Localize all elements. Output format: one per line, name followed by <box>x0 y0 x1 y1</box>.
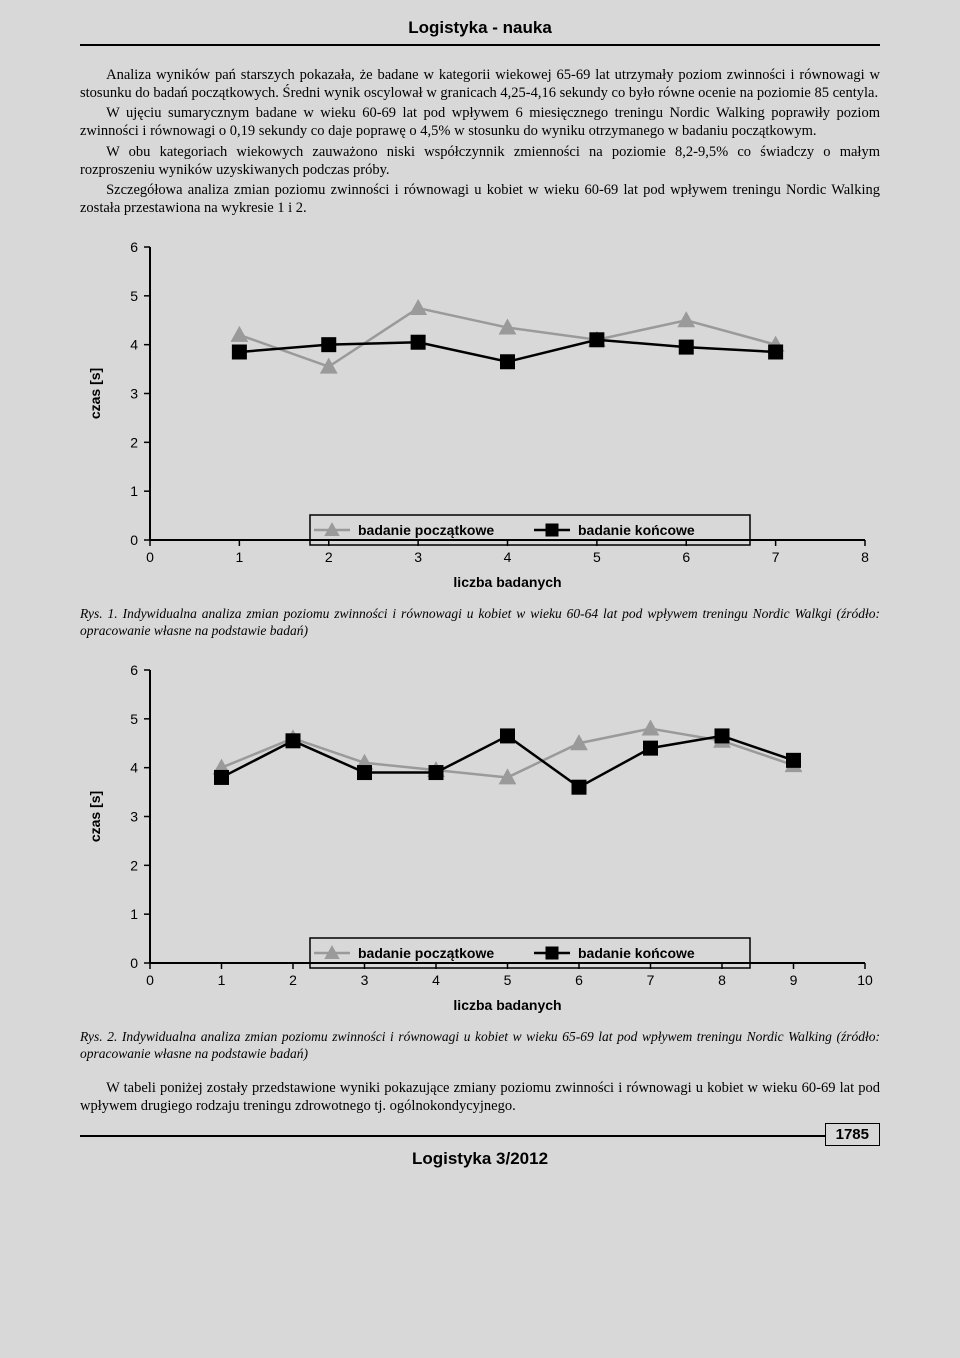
svg-text:6: 6 <box>682 549 690 565</box>
header-rule <box>80 44 880 46</box>
footer-rule <box>80 1135 880 1137</box>
svg-text:6: 6 <box>130 239 138 255</box>
footer-row: 1785 Logistyka 3/2012 <box>80 1143 880 1183</box>
svg-text:liczba badanych: liczba badanych <box>453 574 561 590</box>
chart-1-wrap: 0 1 2 3 4 5 6 0 1 2 3 4 5 6 7 8 liczba badanych czas [s] b… <box>80 235 880 600</box>
svg-text:2: 2 <box>325 549 333 565</box>
svg-text:0: 0 <box>146 972 154 988</box>
footer-journal: Logistyka 3/2012 <box>80 1143 880 1169</box>
paragraph-3: W obu kategoriach wiekowych zauważono ni… <box>80 143 880 179</box>
svg-text:badanie końcowe: badanie końcowe <box>578 522 695 538</box>
svg-text:badanie końcowe: badanie końcowe <box>578 945 695 961</box>
svg-text:2: 2 <box>289 972 297 988</box>
svg-text:7: 7 <box>647 972 655 988</box>
svg-text:4: 4 <box>130 759 138 775</box>
svg-text:0: 0 <box>130 955 138 971</box>
svg-text:8: 8 <box>861 549 869 565</box>
svg-text:4: 4 <box>432 972 440 988</box>
paragraph-2: W ujęciu sumarycznym badane w wieku 60-6… <box>80 104 880 140</box>
svg-text:badanie początkowe: badanie początkowe <box>358 945 494 961</box>
section-header: Logistyka - nauka <box>0 0 960 44</box>
svg-text:0: 0 <box>130 532 138 548</box>
page: Logistyka - nauka Analiza wyników pań st… <box>0 0 960 1358</box>
chart-1: 0 1 2 3 4 5 6 0 1 2 3 4 5 6 7 8 liczba badanych czas [s] b… <box>80 235 880 595</box>
svg-text:3: 3 <box>361 972 369 988</box>
figure-1-caption: Rys. 1. Indywidualna analiza zmian pozio… <box>80 606 880 640</box>
page-number: 1785 <box>825 1123 880 1146</box>
svg-text:6: 6 <box>130 662 138 678</box>
svg-text:1: 1 <box>235 549 243 565</box>
svg-text:4: 4 <box>130 337 138 353</box>
paragraph-1: Analiza wyników pań starszych pokazała, … <box>80 66 880 102</box>
svg-text:10: 10 <box>857 972 873 988</box>
svg-text:czas [s]: czas [s] <box>87 791 103 842</box>
svg-text:czas [s]: czas [s] <box>87 368 103 419</box>
chart-2-wrap: 0 1 2 3 4 5 6 0 1 2 3 4 5 6 7 8 9 10 liczba badanych czas [… <box>80 658 880 1023</box>
svg-text:0: 0 <box>146 549 154 565</box>
svg-text:3: 3 <box>414 549 422 565</box>
svg-text:2: 2 <box>130 857 138 873</box>
svg-text:6: 6 <box>575 972 583 988</box>
svg-text:8: 8 <box>718 972 726 988</box>
svg-text:5: 5 <box>130 711 138 727</box>
svg-text:5: 5 <box>593 549 601 565</box>
svg-text:badanie początkowe: badanie początkowe <box>358 522 494 538</box>
svg-text:1: 1 <box>130 906 138 922</box>
svg-text:1: 1 <box>218 972 226 988</box>
svg-text:4: 4 <box>504 549 512 565</box>
svg-text:5: 5 <box>130 288 138 304</box>
paragraph-5: W tabeli poniżej zostały przedstawione w… <box>80 1079 880 1115</box>
svg-text:3: 3 <box>130 386 138 402</box>
paragraph-4: Szczegółowa analiza zmian poziomu zwinno… <box>80 181 880 217</box>
svg-text:9: 9 <box>790 972 798 988</box>
body-text-block-2: W tabeli poniżej zostały przedstawione w… <box>80 1079 880 1115</box>
chart-2: 0 1 2 3 4 5 6 0 1 2 3 4 5 6 7 8 9 10 liczba badanych czas [… <box>80 658 880 1018</box>
svg-text:liczba badanych: liczba badanych <box>453 997 561 1013</box>
svg-text:2: 2 <box>130 434 138 450</box>
figure-2-caption: Rys. 2. Indywidualna analiza zmian pozio… <box>80 1029 880 1063</box>
svg-text:5: 5 <box>504 972 512 988</box>
svg-text:1: 1 <box>130 483 138 499</box>
body-text-block: Analiza wyników pań starszych pokazała, … <box>80 66 880 217</box>
svg-text:7: 7 <box>772 549 780 565</box>
svg-text:3: 3 <box>130 808 138 824</box>
